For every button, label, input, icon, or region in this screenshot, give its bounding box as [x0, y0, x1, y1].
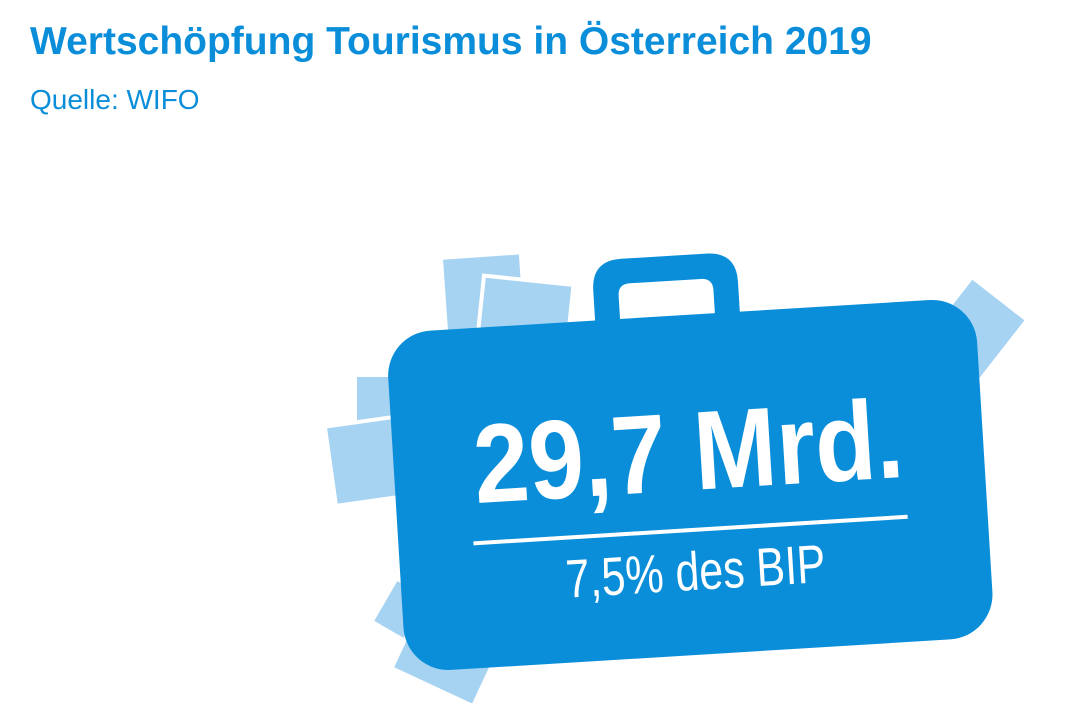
source: Quelle: WIFO: [30, 84, 200, 115]
suitcase-body: [388, 299, 993, 671]
divider: [473, 514, 908, 546]
suitcase-handle: [593, 253, 741, 336]
suitcase: 29,7 Mrd. 7,5% des BIP: [388, 253, 993, 671]
value: 29,7 Mrd.: [470, 376, 907, 527]
title: Wertschöpfung Tourismus in Österreich 20…: [30, 20, 872, 63]
